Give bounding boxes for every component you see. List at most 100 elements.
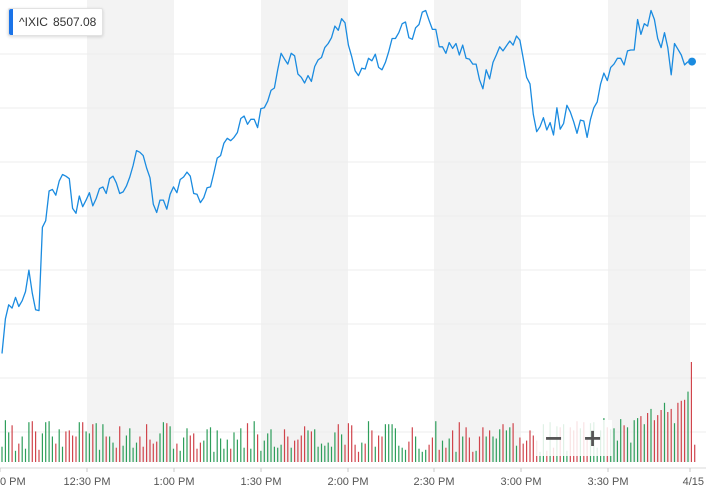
volume-bar	[391, 424, 393, 462]
volume-bar	[337, 424, 339, 462]
volume-bar	[21, 436, 23, 462]
volume-bar	[502, 424, 504, 462]
volume-bar	[475, 450, 477, 462]
volume-bar	[334, 432, 336, 462]
volume-bar	[18, 443, 20, 462]
volume-bar	[495, 438, 497, 462]
volume-bar	[290, 447, 292, 462]
volume-bar	[637, 418, 639, 462]
volume-bar	[122, 445, 124, 462]
volume-bar	[125, 435, 127, 462]
volume-bar	[441, 440, 444, 462]
volume-bar	[354, 444, 356, 462]
volume-bar	[149, 439, 151, 462]
volume-bar	[186, 428, 188, 462]
volume-bar	[411, 427, 413, 462]
volume-bar	[667, 412, 669, 462]
x-tick-label: 4/15	[683, 476, 704, 488]
volume-bar	[146, 424, 148, 462]
volume-bar	[28, 422, 30, 462]
volume-bar	[156, 441, 158, 462]
volume-bar	[1, 446, 3, 462]
volume-bar	[404, 449, 407, 462]
volume-bar	[482, 427, 484, 462]
volume-bar	[485, 436, 487, 462]
volume-bar	[8, 432, 10, 462]
volume-bar	[653, 420, 655, 462]
volume-bar	[4, 420, 6, 462]
volume-bar	[539, 451, 541, 462]
volume-bar	[270, 429, 272, 462]
volume-bar	[415, 436, 417, 462]
ticker-badge[interactable]: ^IXIC 8507.08	[8, 8, 104, 36]
volume-bar	[304, 426, 306, 462]
volume-bar	[620, 419, 622, 462]
volume-bar	[428, 444, 430, 462]
zoom-controls: − +	[534, 420, 612, 456]
volume-bar	[660, 410, 662, 462]
volume-bar	[435, 421, 437, 462]
volume-bar	[129, 428, 131, 462]
volume-bar	[51, 436, 53, 462]
volume-bar	[98, 449, 101, 462]
volume-bar	[260, 450, 262, 462]
x-tick-label: 1:00 PM	[154, 476, 195, 488]
ticker-accent-bar	[9, 9, 13, 35]
volume-bar	[78, 422, 80, 462]
volume-bar	[65, 431, 67, 462]
volume-bar	[566, 450, 568, 462]
volume-bar	[38, 449, 40, 462]
volume-bar	[367, 421, 370, 462]
volume-bar	[388, 424, 390, 462]
volume-bar	[633, 420, 635, 462]
volume-bar	[68, 430, 70, 462]
volume-bar	[307, 430, 309, 462]
volume-bar	[378, 435, 380, 462]
volume-bar	[300, 435, 302, 462]
time-bands	[87, 0, 690, 462]
volume-bar	[438, 449, 440, 462]
x-tick-label: 2:30 PM	[414, 476, 455, 488]
volume-bar	[684, 399, 686, 462]
volume-bar	[472, 451, 474, 462]
volume-bar	[327, 442, 329, 462]
zoom-out-button[interactable]: −	[543, 424, 564, 452]
volume-bar	[119, 426, 121, 462]
volume-bar	[105, 436, 107, 462]
volume-bar	[109, 436, 111, 462]
volume-bar	[230, 448, 232, 462]
volume-bar	[169, 426, 171, 462]
zoom-in-button[interactable]: +	[582, 424, 603, 452]
volume-bar	[310, 431, 312, 462]
time-band	[608, 0, 690, 462]
volume-bar	[647, 413, 649, 462]
ticker-symbol: ^IXIC	[19, 15, 48, 29]
volume-bar	[240, 428, 242, 462]
volume-bar	[142, 446, 144, 462]
volume-bar	[398, 445, 400, 462]
volume-bar	[92, 424, 94, 462]
volume-bar	[102, 424, 104, 462]
volume-bar	[263, 440, 265, 462]
price-line-layer	[1, 9, 696, 354]
volume-bar	[374, 446, 376, 462]
volume-bar	[364, 443, 366, 462]
volume-bar	[75, 436, 77, 462]
volume-bar	[324, 445, 326, 462]
volume-bar	[41, 433, 43, 462]
volume-bar	[526, 440, 528, 462]
volume-bar	[458, 422, 460, 462]
volume-bar	[139, 436, 141, 462]
volume-bar	[317, 446, 319, 462]
x-tick-label: 2:00 PM	[328, 476, 369, 488]
volume-bar	[152, 443, 154, 462]
volume-bar	[394, 428, 396, 462]
volume-bar	[273, 446, 275, 462]
volume-bar	[31, 421, 33, 462]
volume-bar	[14, 450, 17, 462]
volume-bar	[132, 447, 134, 462]
volume-bar	[216, 430, 218, 462]
volume-bar	[515, 445, 518, 462]
volume-bar	[277, 447, 279, 462]
